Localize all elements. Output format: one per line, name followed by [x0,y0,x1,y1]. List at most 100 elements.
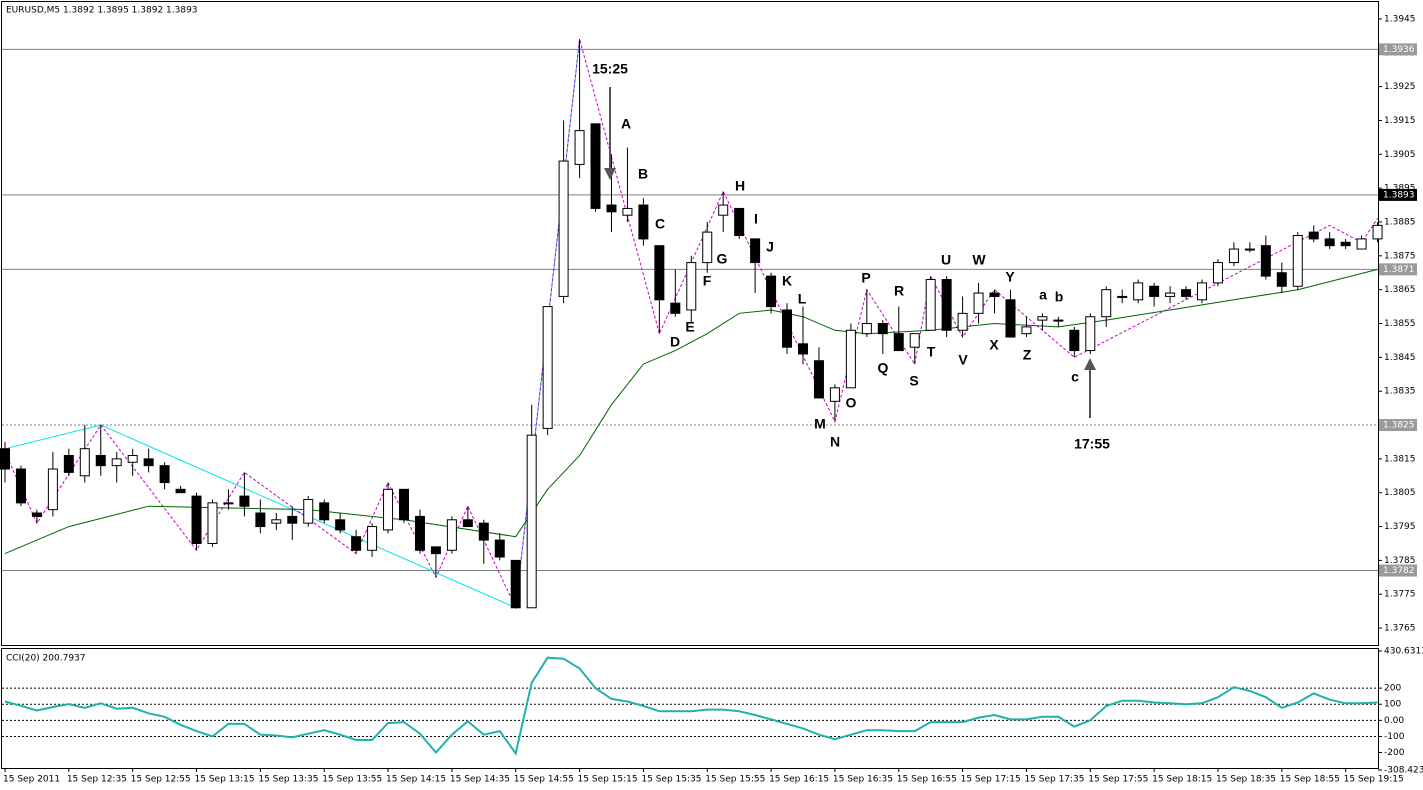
level-label-box [1379,188,1417,201]
candle-body [1085,316,1096,352]
annotation: W [972,252,986,268]
annotation: P [861,270,870,286]
level-label: 1.3782 [1383,566,1415,576]
candle-body [782,309,793,348]
x-tick-label: 15 Sep 18:35 [1216,775,1276,785]
x-tick-label: 15 Sep 12:35 [67,775,127,785]
x-tick-label: 15 Sep 18:15 [1152,775,1212,785]
cci-title: CCI(20) 200.7937 [6,654,86,664]
candle-body [1356,238,1367,250]
annotation: Z [1023,347,1032,363]
candle-body [47,468,58,511]
y-tick-label: 1.3885 [1384,217,1416,227]
candle-body [1165,292,1176,297]
annotation: G [717,251,728,267]
level-label-box [1379,263,1417,276]
candle-body [925,279,936,331]
annotation: 17:55 [1074,436,1110,452]
x-tick-label: 15 Sep 15:35 [641,775,701,785]
candle-body [1228,248,1239,264]
cci-line [4,656,1378,756]
candle-body [622,207,633,216]
annotation: 15:25 [592,61,628,77]
x-tick-label: 15 Sep 13:35 [258,775,318,785]
y-tick-label: 1.3805 [1384,488,1416,498]
x-tick-label: 15 Sep 19:15 [1344,775,1404,785]
candle-body [1260,245,1271,277]
candle-body [558,160,569,297]
candle-body [15,468,26,504]
candle-body [957,312,968,331]
candle-body [845,329,856,389]
candle-body [654,245,665,301]
candle-body [319,502,330,521]
candle-body [175,488,186,494]
annotation: K [782,273,792,289]
x-tick-label: 15 Sep 15:15 [578,775,638,785]
y-tick-label: 1.3815 [1384,454,1416,464]
candle-body [638,204,649,240]
annotation: a [1039,287,1047,303]
annotation: H [735,178,745,194]
x-tick-label: 15 Sep 14:55 [514,775,574,785]
arrow-head [604,168,616,180]
candle-body [606,204,617,213]
candle-body [1308,231,1319,240]
candle-body [31,512,42,517]
y-tick-label: 1.3895 [1384,184,1416,194]
annotation: c [1071,369,1079,385]
y-tick-label: -100 [1384,732,1405,742]
candle-body [446,519,457,551]
x-tick-label: 15 Sep 15:55 [705,775,765,785]
level-label-box [1379,419,1417,432]
candle-body [1037,316,1048,321]
candle-body [1244,248,1255,251]
annotation: C [655,216,665,232]
candle-body [542,306,553,429]
candle-body [239,495,250,507]
candle-body [750,238,761,264]
annotation: Q [878,360,889,376]
y-tick-label: 1.3875 [1384,251,1416,261]
candle-body [734,207,745,237]
y-tick-label: 1.3795 [1384,522,1416,532]
candle-body [1117,295,1128,298]
annotation: L [798,291,807,307]
candle-body [1133,282,1144,301]
candle-body [478,522,489,541]
annotation: D [670,334,680,350]
candle-body [143,458,154,467]
annotation: b [1055,289,1064,305]
level-label: 1.3936 [1383,45,1415,55]
x-tick-label: 15 Sep 16:55 [897,775,957,785]
candle-body [159,465,170,484]
annotation: T [927,344,936,360]
x-tick-label: 15 Sep 13:55 [322,775,382,785]
annotation: B [638,166,648,182]
candle-body [462,519,473,528]
annotation: J [766,239,774,255]
x-tick-label: 15 Sep 16:35 [833,775,893,785]
candle-body [1101,289,1112,318]
candle-body [207,502,218,544]
x-tick-label: 15 Sep 13:15 [195,775,255,785]
annotation: O [846,395,857,411]
candle-body [271,519,282,524]
candle-body [941,279,952,331]
annotation: F [703,273,712,289]
y-tick-label: 200 [1384,684,1401,694]
candle-body [287,515,298,524]
y-tick-label: 1.3855 [1384,319,1416,329]
candle-body [877,323,888,335]
candle-body [1021,326,1032,335]
candle-body [1372,224,1383,240]
candle-body [111,458,122,467]
annotation: R [894,283,904,299]
candle-body [766,275,777,308]
x-tick-label: 15 Sep 2011 [3,775,60,785]
candle-body [414,515,425,551]
level-label: 1.3825 [1383,421,1415,431]
annotation: E [685,319,694,335]
level-label: 1.3893 [1383,190,1415,200]
cci-panel [1,648,1379,769]
